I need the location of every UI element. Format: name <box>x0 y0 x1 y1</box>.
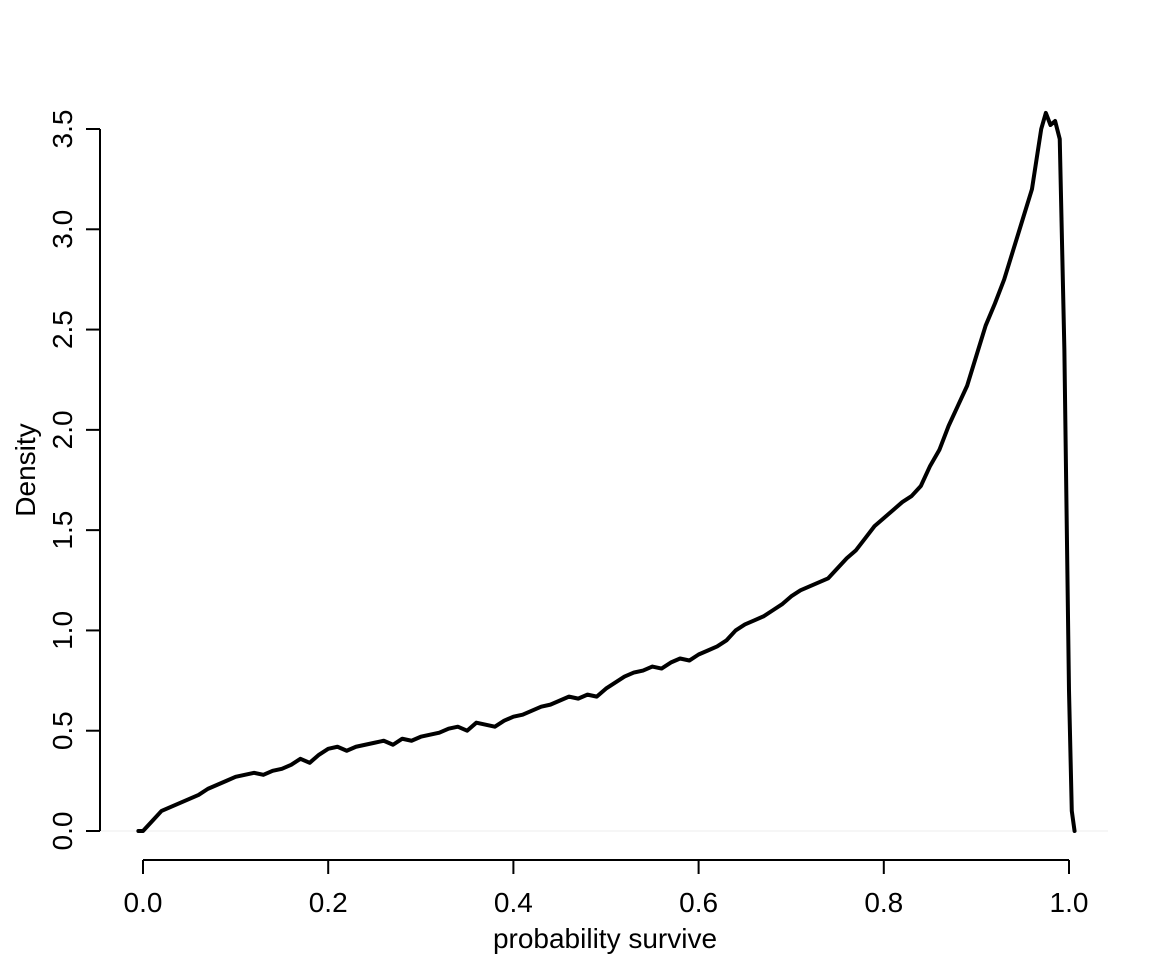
x-ticks: 0.0 0.2 0.4 0.6 0.8 1.0 <box>124 860 1089 918</box>
plot-area <box>100 110 1108 833</box>
x-tick-label: 0.8 <box>864 887 903 918</box>
x-tick-label: 1.0 <box>1050 887 1089 918</box>
density-curve <box>136 110 1077 833</box>
x-tick-label: 0.6 <box>679 887 718 918</box>
x-tick-label: 0.0 <box>124 887 163 918</box>
y-tick-label: 3.0 <box>47 210 78 249</box>
x-axis: 0.0 0.2 0.4 0.6 0.8 1.0 <box>124 859 1089 918</box>
x-axis-title: probability survive <box>493 923 717 954</box>
y-ticks: 0.0 0.5 1.0 1.5 2.0 2.5 3.0 3.5 <box>47 110 100 851</box>
y-tick-label: 0.5 <box>47 711 78 750</box>
y-tick-label: 1.0 <box>47 611 78 650</box>
y-tick-label: 1.5 <box>47 511 78 550</box>
y-axis-title: Density <box>10 423 41 516</box>
y-tick-label: 3.5 <box>47 110 78 149</box>
x-tick-label: 0.2 <box>309 887 348 918</box>
y-axis: 0.0 0.5 1.0 1.5 2.0 2.5 3.0 3.5 <box>47 110 101 851</box>
y-tick-label: 2.0 <box>47 410 78 449</box>
y-tick-label: 0.0 <box>47 812 78 851</box>
y-tick-label: 2.5 <box>47 310 78 349</box>
x-tick-label: 0.4 <box>494 887 533 918</box>
